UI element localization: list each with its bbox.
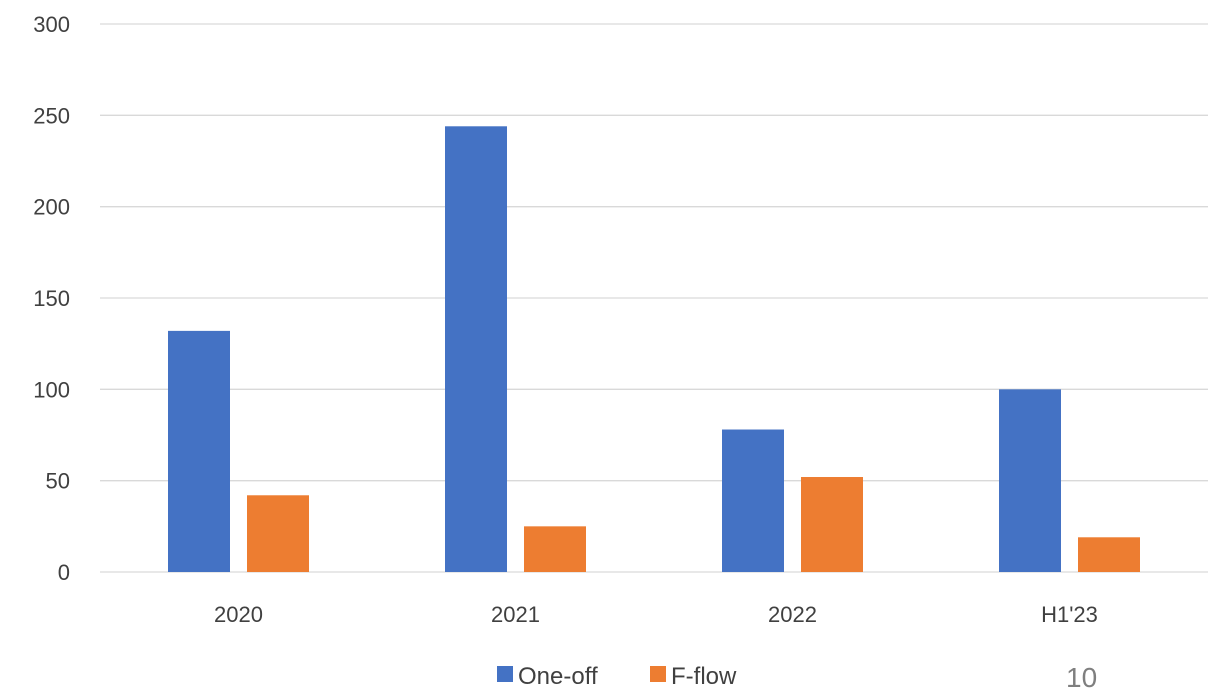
bar-f-flow-2022	[801, 477, 863, 572]
y-tick-label: 0	[58, 560, 70, 585]
legend-swatch	[650, 666, 666, 682]
y-axis-ticks: 0 50 100 150 200 250 300	[33, 12, 70, 585]
y-tick-label: 250	[33, 103, 70, 128]
legend-label: One-off	[518, 663, 598, 687]
y-tick-label: 50	[46, 469, 70, 494]
bar-one-off-2022	[722, 429, 784, 572]
x-tick-label: H1'23	[1041, 602, 1098, 627]
bar-one-off-2021	[445, 126, 507, 572]
page-number: 10	[1066, 662, 1098, 693]
y-tick-label: 100	[33, 377, 70, 402]
x-tick-label: 2022	[768, 602, 817, 627]
bar-f-flow-2020	[247, 495, 309, 572]
bar-one-off-h1-23	[999, 389, 1061, 572]
x-axis-ticks: 2020 2021 2022 H1'23	[214, 602, 1098, 627]
y-tick-label: 150	[33, 286, 70, 311]
bar-one-off-2020	[168, 330, 230, 572]
y-tick-label: 300	[33, 12, 70, 37]
gridlines	[100, 23, 1208, 573]
legend: One-off F-flow	[497, 663, 737, 687]
y-tick-label: 200	[33, 195, 70, 220]
x-tick-label: 2021	[491, 602, 540, 627]
bar-f-flow-h1-23	[1078, 537, 1140, 572]
bar-f-flow-2021	[524, 526, 586, 572]
x-tick-label: 2020	[214, 602, 263, 627]
legend-label: F-flow	[671, 663, 737, 687]
bars	[168, 126, 1140, 572]
legend-swatch	[497, 666, 513, 682]
